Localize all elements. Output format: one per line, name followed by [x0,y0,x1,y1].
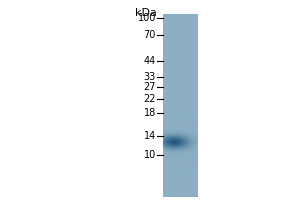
Text: 100: 100 [138,13,156,23]
Text: 44: 44 [144,56,156,66]
Text: 14: 14 [144,131,156,141]
Text: 22: 22 [143,94,156,104]
Text: kDa: kDa [135,8,157,18]
Text: 10: 10 [144,150,156,160]
Text: 27: 27 [143,82,156,92]
Text: 18: 18 [144,108,156,118]
Text: 33: 33 [144,72,156,82]
Text: 70: 70 [144,30,156,40]
